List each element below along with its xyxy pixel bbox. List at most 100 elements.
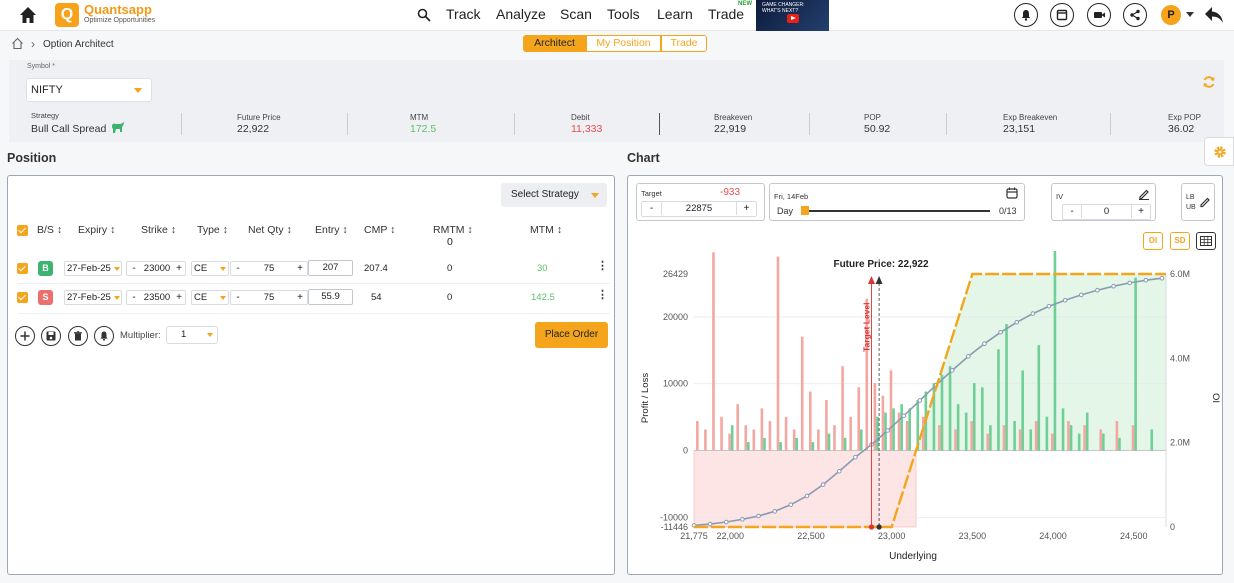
iv-value[interactable]: 0 [1103,206,1110,217]
strike-stepper[interactable]: - 23000 + [126,261,186,276]
col-mtm[interactable]: MTM ↕ [530,224,563,236]
strike-decrement[interactable]: - [132,263,136,274]
brand-name[interactable]: Quantsapp [84,2,152,17]
expiry-select[interactable]: 27-Feb-25 [64,290,122,305]
notifications-button[interactable] [1014,3,1038,27]
nav-analyze[interactable]: Analyze [496,6,546,22]
breadcrumb-chevron-icon: › [31,37,35,51]
strike-value[interactable]: 23500 [143,292,171,303]
chevron-down-icon[interactable] [591,193,599,198]
iv-stepper[interactable]: - 0 + [1062,204,1151,220]
tab-architect[interactable]: Architect [523,35,586,52]
chevron-down-icon[interactable] [134,88,142,93]
nav-scan[interactable]: Scan [560,6,592,22]
col-entry[interactable]: Entry ↕ [315,224,348,236]
back-arrow-icon[interactable] [1203,5,1225,25]
multiplier-select[interactable]: 1 [166,326,218,344]
entry-input[interactable]: 55.9 [308,289,353,305]
strike-decrement[interactable]: - [132,292,136,303]
edit-icon[interactable] [1199,196,1211,208]
col-cmp[interactable]: CMP ↕ [364,224,396,236]
col-expiry[interactable]: Expiry ↕ [78,224,116,236]
settings-tab[interactable] [1204,137,1234,166]
expiry-select[interactable]: 27-Feb-25 [64,261,122,276]
nav-tools[interactable]: Tools [607,6,640,22]
lb-ub-control[interactable]: LB UB [1181,183,1215,221]
buy-tag[interactable]: B [38,261,53,276]
delete-button[interactable] [68,326,88,346]
chevron-down-icon[interactable] [220,267,226,271]
target-increment[interactable]: + [736,202,756,215]
table-view-button[interactable] [1196,232,1216,250]
day-slider-track[interactable] [802,210,990,212]
tab-trade[interactable]: Trade [661,35,707,52]
qty-increment[interactable]: + [297,263,303,274]
target-stepper[interactable]: - 22875 + [641,201,757,217]
select-all-checkbox[interactable] [17,225,28,236]
chevron-down-icon[interactable] [114,296,120,300]
qty-increment[interactable]: + [297,292,303,303]
col-strike[interactable]: Strike ↕ [141,224,177,236]
home-icon[interactable] [18,5,38,25]
chevron-down-icon[interactable] [220,296,226,300]
save-button[interactable] [41,326,61,346]
quantsapp-logo[interactable]: Q [55,3,79,27]
promo-video-thumbnail[interactable]: GAME CHANGER: WHAT'S NEXT? [756,0,829,31]
option-type-select[interactable]: CE [191,290,229,305]
strike-value[interactable]: 23000 [143,263,171,274]
qty-decrement[interactable]: - [236,263,240,274]
symbol-select[interactable]: NIFTY [26,78,152,102]
col-bs[interactable]: B/S ↕ [37,224,63,236]
nav-learn[interactable]: Learn [657,6,693,22]
nav-track[interactable]: Track [446,6,481,22]
qty-decrement[interactable]: - [236,292,240,303]
sd-toggle-button[interactable]: SD [1170,232,1190,250]
iv-decrement[interactable]: - [1063,205,1082,218]
entry-input[interactable]: 207 [308,260,353,276]
calendar-icon[interactable] [1006,187,1018,199]
qty-value[interactable]: 75 [263,292,275,303]
window-button[interactable] [1050,3,1074,27]
breadcrumb-home-icon[interactable] [11,37,24,50]
strike-stepper[interactable]: - 23500 + [126,290,186,305]
alert-button[interactable] [94,326,114,346]
iv-increment[interactable]: + [1131,205,1150,218]
qty-stepper[interactable]: - 75 + [230,290,308,305]
col-net-qty[interactable]: Net Qty ↕ [248,224,292,236]
future-price-value: 22,922 [237,123,270,135]
day-slider-handle[interactable] [801,206,809,215]
refresh-icon[interactable] [1202,75,1216,89]
col-type[interactable]: Type ↕ [197,224,228,236]
share-button[interactable] [1123,3,1147,27]
sell-tag[interactable]: S [38,290,53,305]
oi-toggle-button[interactable]: OI [1143,232,1163,250]
search-icon[interactable] [417,8,431,22]
qty-stepper[interactable]: - 75 + [230,261,308,276]
select-strategy-dropdown[interactable]: Select Strategy [501,183,607,207]
qty-value[interactable]: 75 [263,263,275,274]
user-avatar[interactable]: P [1161,5,1181,25]
strike-increment[interactable]: + [176,263,182,274]
row-checkbox[interactable] [17,263,28,274]
option-type-select[interactable]: CE [191,261,229,276]
target-value[interactable]: 22875 [685,203,713,214]
place-order-button[interactable]: Place Order [535,322,608,348]
col-rmtm[interactable]: RMTM ↕ [433,224,473,236]
tab-my-position[interactable]: My Position [586,35,661,52]
chevron-down-icon[interactable] [207,333,213,337]
oi-put-bar [712,252,715,451]
row-checkbox[interactable] [17,292,28,303]
target-decrement[interactable]: - [642,202,662,215]
target-payoff-point [820,482,826,487]
chevron-down-icon[interactable] [1186,12,1194,17]
nav-trade[interactable]: Trade [708,6,745,22]
row-more-icon[interactable]: ⋮ [597,260,608,272]
add-leg-button[interactable] [15,326,35,346]
video-button[interactable] [1087,3,1111,27]
payoff-chart[interactable]: Future Price: 22,922 Underlying Profit /… [628,251,1222,566]
strike-increment[interactable]: + [176,292,182,303]
edit-icon[interactable] [1138,188,1150,200]
gear-icon[interactable] [1213,145,1227,159]
chevron-down-icon[interactable] [114,267,120,271]
row-more-icon[interactable]: ⋮ [597,289,608,301]
